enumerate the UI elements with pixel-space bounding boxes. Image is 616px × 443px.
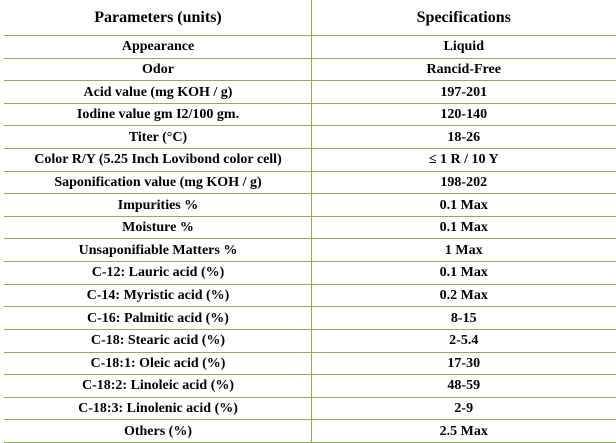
table-row: Color R/Y (5.25 Inch Lovibond color cell…	[4, 148, 616, 172]
parameter-cell: C-18:1: Oleic acid (%)	[4, 351, 312, 376]
specification-cell: 0.1 Max	[311, 193, 616, 217]
specification-cell: 0.2 Max	[311, 283, 616, 308]
parameter-cell: Impurities %	[4, 193, 312, 217]
specification-cell: 17-30	[311, 351, 616, 376]
specification-cell: 48-59	[311, 374, 616, 398]
table-row: Saponification value (mg KOH / g) 198-20…	[4, 170, 616, 195]
parameter-cell: C-16: Palmitic acid (%)	[4, 306, 312, 330]
table-row: Others (%) 2.5 Max	[4, 419, 616, 443]
specification-cell: 198-202	[311, 170, 616, 195]
parameter-cell: Unsaponifiable Matters %	[4, 238, 312, 263]
specification-cell: 1 Max	[311, 238, 616, 263]
parameter-cell: Acid value (mg KOH / g)	[4, 80, 312, 104]
parameter-cell: Iodine value gm I2/100 gm.	[4, 102, 312, 127]
specification-cell: 2-9	[311, 396, 616, 421]
table-body: Appearance Liquid Odor Rancid-Free Acid …	[4, 35, 616, 443]
table-row: Impurities % 0.1 Max	[4, 193, 616, 217]
table-row: C-14: Myristic acid (%) 0.2 Max	[4, 283, 616, 308]
table-row: Appearance Liquid	[4, 35, 616, 59]
parameter-cell: Odor	[4, 57, 312, 82]
table-row: C-18:3: Linolenic acid (%) 2-9	[4, 396, 616, 421]
specification-cell: 0.1 Max	[311, 215, 616, 240]
table-row: Odor Rancid-Free	[4, 57, 616, 82]
parameter-cell: Saponification value (mg KOH / g)	[4, 170, 312, 195]
parameter-cell: Color R/Y (5.25 Inch Lovibond color cell…	[4, 148, 312, 172]
parameter-cell: Others (%)	[4, 419, 312, 443]
specification-cell: ≤ 1 R / 10 Y	[311, 148, 616, 172]
parameter-cell: Titer (°C)	[4, 125, 312, 150]
header-parameters: Parameters (units)	[4, 0, 312, 36]
table-row: C-16: Palmitic acid (%) 8-15	[4, 306, 616, 330]
specification-cell: Liquid	[311, 35, 616, 59]
specification-cell: 18-26	[311, 125, 616, 150]
table-header-row: Parameters (units) Specifications	[4, 0, 616, 36]
parameter-cell: C-18:2: Linoleic acid (%)	[4, 374, 312, 398]
table-row: C-12: Lauric acid (%) 0.1 Max	[4, 261, 616, 285]
specification-cell: 8-15	[311, 306, 616, 330]
specification-cell: 197-201	[311, 80, 616, 104]
parameter-cell: Moisture %	[4, 215, 312, 240]
specification-cell: 2.5 Max	[311, 419, 616, 443]
table-row: Moisture % 0.1 Max	[4, 215, 616, 240]
specification-cell: 0.1 Max	[311, 261, 616, 285]
table-row: Unsaponifiable Matters % 1 Max	[4, 238, 616, 263]
parameter-cell: C-18:3: Linolenic acid (%)	[4, 396, 312, 421]
parameter-cell: Appearance	[4, 35, 312, 59]
specification-cell: 2-5.4	[311, 328, 616, 353]
specification-cell: Rancid-Free	[311, 57, 616, 82]
table-row: C-18: Stearic acid (%) 2-5.4	[4, 328, 616, 353]
parameter-cell: C-14: Myristic acid (%)	[4, 283, 312, 308]
table-row: C-18:2: Linoleic acid (%) 48-59	[4, 374, 616, 398]
table-row: Iodine value gm I2/100 gm. 120-140	[4, 102, 616, 127]
specifications-table: Parameters (units) Specifications Appear…	[4, 0, 616, 443]
parameter-cell: C-12: Lauric acid (%)	[4, 261, 312, 285]
header-specifications: Specifications	[311, 0, 616, 36]
table-row: C-18:1: Oleic acid (%) 17-30	[4, 351, 616, 376]
parameter-cell: C-18: Stearic acid (%)	[4, 328, 312, 353]
table-row: Titer (°C) 18-26	[4, 125, 616, 150]
table-row: Acid value (mg KOH / g) 197-201	[4, 80, 616, 104]
specification-cell: 120-140	[311, 102, 616, 127]
